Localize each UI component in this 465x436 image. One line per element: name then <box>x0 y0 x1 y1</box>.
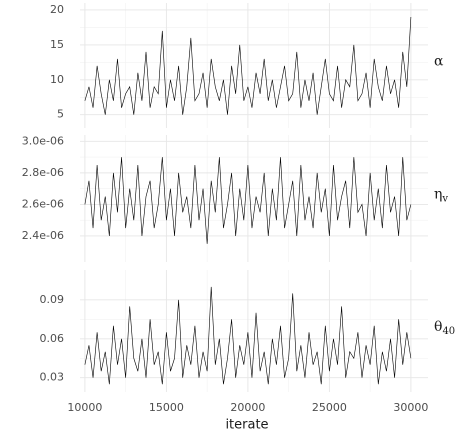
strip-symbol: α <box>434 54 444 70</box>
y-tick-label: 0.09 <box>40 293 65 306</box>
y-tick-label: 2.6e-06 <box>22 197 64 210</box>
strip-label: ηv <box>434 187 448 205</box>
x-tick-label: 15000 <box>149 401 184 414</box>
trace-line <box>84 16 412 115</box>
y-tick-label: 10 <box>50 73 64 86</box>
x-axis-title: iterate <box>225 418 268 433</box>
y-tick-label: 5 <box>57 108 64 121</box>
y-tick-label: 0.06 <box>40 332 65 345</box>
strip-label: α <box>434 54 444 70</box>
x-tick-label: 30000 <box>393 401 428 414</box>
x-tick-label: 25000 <box>312 401 347 414</box>
strip-label: θ40 <box>434 319 455 337</box>
y-tick-label: 3.0e-06 <box>22 134 64 147</box>
strip-symbol: η <box>434 187 442 203</box>
strip-subscript: 40 <box>442 326 455 337</box>
trace-line <box>84 286 412 385</box>
strip-subscript: v <box>441 193 448 204</box>
y-tick-label: 0.03 <box>40 371 65 384</box>
trace-line <box>84 157 412 244</box>
y-tick-label: 2.4e-06 <box>22 229 64 242</box>
x-tick-label: 20000 <box>230 401 265 414</box>
x-tick-label: 10000 <box>67 401 102 414</box>
y-tick-label: 2.8e-06 <box>22 166 64 179</box>
strip-symbol: θ <box>434 319 442 335</box>
y-tick-label: 20 <box>50 3 64 16</box>
y-tick-label: 15 <box>50 38 64 51</box>
